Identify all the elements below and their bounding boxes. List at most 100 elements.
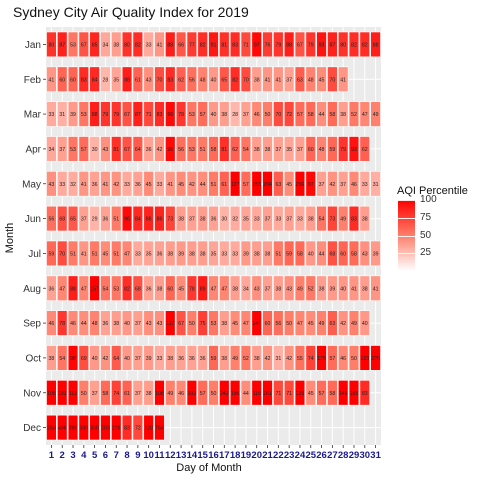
tile-value-label: 88 bbox=[92, 112, 98, 118]
heatmap-tile bbox=[78, 310, 90, 336]
x-tick-label: 24 bbox=[295, 450, 306, 461]
heatmap-tile bbox=[165, 205, 176, 232]
tile-value-label: 203 bbox=[101, 426, 110, 432]
tile-value-label: 86 bbox=[157, 217, 163, 223]
tile-value-label: 70 bbox=[157, 77, 163, 83]
tile-value-label: 81 bbox=[221, 42, 227, 48]
heatmap-tile bbox=[46, 240, 57, 267]
heatmap-tile bbox=[89, 414, 100, 441]
tile-value-label: 47 bbox=[362, 112, 368, 118]
heatmap-tile bbox=[348, 310, 360, 336]
heatmap-tile bbox=[197, 101, 208, 127]
tile-value-labels: 80 87 53 67 85 34 38 80 82 33 41 88 66 77 82 91 81 83 71 97… bbox=[47, 42, 380, 431]
x-tick-label: 19 bbox=[241, 450, 252, 461]
heatmap-tile bbox=[294, 275, 306, 301]
heatmap-tile bbox=[240, 205, 252, 232]
tile-value-label: 59 bbox=[329, 147, 335, 153]
tile-value-label: 69 bbox=[81, 356, 87, 362]
heatmap-tile bbox=[359, 101, 370, 127]
tile-value-label: 68 bbox=[135, 286, 141, 292]
tile-value-label: 261 bbox=[263, 391, 272, 397]
heatmap-tile bbox=[359, 31, 370, 58]
heatmap-tile bbox=[370, 275, 381, 301]
tile-value-label: 50 bbox=[211, 391, 217, 397]
tile-value-label: 38 bbox=[49, 356, 55, 362]
y-tick-label: Sep bbox=[23, 319, 41, 330]
heatmap-tile bbox=[359, 240, 370, 267]
tile-value-label: 30 bbox=[92, 147, 98, 153]
heatmap-tile bbox=[186, 101, 198, 127]
heatmap-tile bbox=[132, 205, 144, 232]
heatmap-tile bbox=[337, 345, 349, 371]
tile-value-label: 41 bbox=[275, 77, 281, 83]
tile-value-label: 67 bbox=[178, 321, 184, 327]
heatmap-tile bbox=[100, 240, 111, 267]
heatmap-tile bbox=[46, 171, 57, 197]
tile-value-label: 88 bbox=[124, 77, 130, 83]
tile-value-label: 53 bbox=[70, 147, 76, 153]
tile-value-label: 38 bbox=[178, 217, 184, 223]
tile-value-label: 60 bbox=[70, 77, 76, 83]
heatmap-tile bbox=[327, 275, 338, 301]
heatmap-tile bbox=[121, 345, 133, 371]
heatmap-tile bbox=[57, 66, 68, 92]
tile-value-label: 39 bbox=[329, 286, 335, 292]
tile-value-label: 46 bbox=[254, 112, 260, 118]
tile-value-label: 38 bbox=[232, 286, 238, 292]
tile-value-label: 37 bbox=[286, 217, 292, 223]
heatmap-tile bbox=[240, 171, 252, 197]
heatmap-tile bbox=[132, 171, 144, 197]
x-tick-label: 18 bbox=[230, 450, 241, 461]
x-tick-label: 1 bbox=[49, 450, 55, 461]
tile-value-label: 34 bbox=[243, 286, 249, 292]
tile-value-label: 45 bbox=[319, 77, 325, 83]
tile-value-label: 37 bbox=[286, 77, 292, 83]
x-tick-label: 31 bbox=[370, 450, 381, 461]
tile-value-label: 60 bbox=[167, 286, 173, 292]
heatmap-tile bbox=[229, 345, 241, 371]
tile-value-label: 60 bbox=[308, 147, 314, 153]
tile-value-label: 33 bbox=[135, 251, 141, 257]
tile-value-label: 36 bbox=[200, 356, 206, 362]
heatmap-tile bbox=[67, 380, 79, 406]
tile-value-label: 53 bbox=[113, 286, 119, 292]
heatmap-tile bbox=[240, 380, 252, 406]
heatmap-tile bbox=[240, 310, 252, 336]
heatmap-tile bbox=[46, 345, 57, 371]
heatmap-tile bbox=[186, 240, 198, 267]
x-tick-label: 23 bbox=[284, 450, 295, 461]
tile-value-label: 38 bbox=[308, 217, 314, 223]
tile-value-label: 38 bbox=[254, 356, 260, 362]
legend-tick-mark bbox=[398, 253, 415, 255]
tile-value-label: 48 bbox=[308, 77, 314, 83]
heatmap-tile bbox=[154, 414, 165, 441]
heatmap-tile bbox=[327, 136, 338, 162]
tile-value-label: 47 bbox=[297, 321, 303, 327]
tile-value-label: 39 bbox=[70, 112, 76, 118]
x-tick-label: 9 bbox=[135, 450, 140, 461]
heatmap-tile bbox=[283, 31, 295, 58]
heatmap-tile bbox=[348, 345, 360, 371]
tile-value-label: 70 bbox=[59, 251, 65, 257]
heatmap-tile bbox=[219, 275, 230, 301]
heatmap-tile bbox=[273, 136, 284, 162]
heatmap-tile bbox=[370, 101, 381, 127]
tile-value-label: 70 bbox=[275, 112, 281, 118]
heatmap-tile bbox=[219, 310, 230, 336]
tile-value-label: 38 bbox=[167, 251, 173, 257]
tile-value-label: 87 bbox=[329, 42, 335, 48]
tile-value-label: 43 bbox=[146, 77, 152, 83]
heatmap-tile bbox=[229, 205, 241, 232]
heatmap-tile bbox=[121, 310, 133, 336]
heatmap-tile bbox=[78, 345, 90, 371]
heatmap-tile bbox=[46, 310, 57, 336]
tile-value-label: 46 bbox=[178, 391, 184, 397]
tile-value-label: 496 bbox=[58, 426, 67, 432]
heatmap-tile bbox=[78, 414, 90, 441]
tile-value-label: 41 bbox=[81, 182, 87, 188]
tile-value-label: 36 bbox=[103, 321, 109, 327]
tile-value-label: 51 bbox=[200, 147, 206, 153]
tile-value-label: 33 bbox=[157, 182, 163, 188]
tile-value-label: 45 bbox=[232, 321, 238, 327]
tile-value-label: 83 bbox=[362, 391, 368, 397]
